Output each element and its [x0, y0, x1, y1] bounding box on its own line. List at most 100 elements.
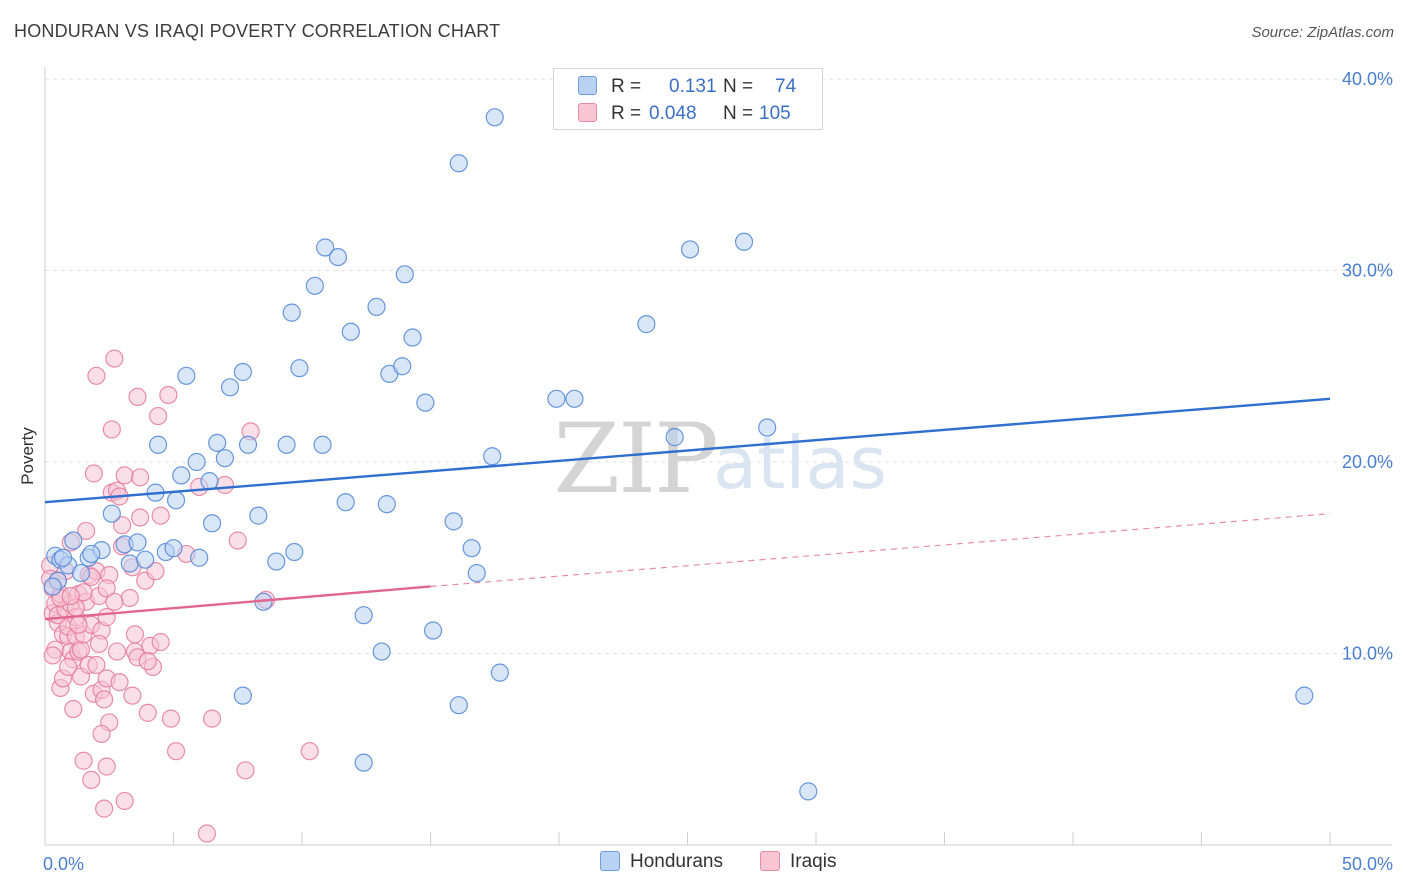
iraqi-point[interactable]: [102, 420, 121, 439]
iraqi-point[interactable]: [159, 385, 178, 405]
honduran-point[interactable]: [483, 447, 502, 466]
honduran-point[interactable]: [290, 359, 309, 378]
honduran-point[interactable]: [462, 539, 481, 558]
honduran-point[interactable]: [120, 554, 139, 573]
honduran-point[interactable]: [485, 108, 504, 127]
iraqi-point[interactable]: [146, 562, 165, 581]
honduran-point[interactable]: [403, 328, 422, 347]
honduran-point[interactable]: [190, 548, 209, 567]
honduran-point[interactable]: [249, 506, 268, 525]
iraqi-point[interactable]: [89, 634, 109, 654]
honduran-point[interactable]: [233, 686, 252, 705]
iraqi-point[interactable]: [151, 632, 170, 652]
honduran-point[interactable]: [282, 303, 301, 322]
iraqi-point[interactable]: [130, 468, 150, 487]
iraqi-point[interactable]: [82, 770, 101, 789]
honduran-point[interactable]: [233, 362, 252, 382]
honduran-point[interactable]: [449, 154, 468, 173]
honduran-point[interactable]: [82, 544, 101, 564]
iraqi-point[interactable]: [74, 751, 93, 770]
honduran-point[interactable]: [367, 297, 386, 316]
iraqi-point[interactable]: [151, 506, 170, 525]
honduran-point[interactable]: [341, 322, 360, 341]
iraqi-point[interactable]: [97, 757, 116, 776]
iraqi-point[interactable]: [123, 686, 142, 705]
honduran-point[interactable]: [102, 504, 121, 523]
honduran-point[interactable]: [328, 247, 348, 267]
iraqi-point[interactable]: [228, 531, 247, 550]
iraqi-point[interactable]: [87, 366, 106, 385]
honduran-point[interactable]: [799, 782, 818, 801]
honduran-point[interactable]: [416, 393, 435, 412]
iraqi-point[interactable]: [112, 516, 132, 535]
iraqi-point[interactable]: [161, 709, 181, 728]
iraqi-point[interactable]: [125, 625, 145, 644]
honduran-point[interactable]: [187, 452, 206, 472]
iraqi-point[interactable]: [148, 406, 168, 426]
iraqi-point[interactable]: [166, 742, 186, 761]
honduran-point[interactable]: [277, 435, 296, 454]
honduran-point[interactable]: [449, 696, 468, 715]
iraqi-point[interactable]: [130, 508, 150, 527]
honduran-point[interactable]: [372, 642, 391, 661]
honduran-point[interactable]: [393, 357, 412, 376]
iraqi-point[interactable]: [105, 592, 124, 611]
honduran-point[interactable]: [53, 548, 73, 567]
honduran-point[interactable]: [148, 435, 168, 454]
honduran-point[interactable]: [316, 238, 335, 257]
iraqi-point[interactable]: [138, 652, 157, 671]
iraqi-point[interactable]: [71, 640, 91, 659]
honduran-point[interactable]: [490, 663, 509, 682]
iraqi-point[interactable]: [202, 709, 222, 728]
honduran-point[interactable]: [423, 621, 443, 640]
iraqi-point[interactable]: [43, 646, 62, 665]
iraqi-point[interactable]: [97, 608, 116, 627]
honduran-point[interactable]: [164, 539, 183, 558]
honduran-point[interactable]: [665, 428, 684, 447]
honduran-point[interactable]: [177, 366, 196, 385]
iraqi-point[interactable]: [97, 579, 116, 598]
honduran-point[interactable]: [267, 552, 286, 571]
honduran-point[interactable]: [208, 433, 227, 452]
honduran-point[interactable]: [547, 389, 566, 408]
honduran-point[interactable]: [565, 389, 584, 408]
honduran-point[interactable]: [395, 265, 414, 284]
iraqi-point[interactable]: [120, 588, 139, 608]
legend-item-hondurans[interactable]: Hondurans: [600, 851, 723, 873]
iraqi-point[interactable]: [107, 642, 127, 661]
honduran-point[interactable]: [285, 542, 304, 562]
iraqi-point[interactable]: [77, 521, 96, 541]
iraqi-point[interactable]: [300, 742, 319, 761]
iraqi-point[interactable]: [64, 699, 83, 719]
iraqi-point[interactable]: [87, 655, 106, 675]
iraqi-point[interactable]: [197, 824, 217, 843]
iraqi-point[interactable]: [128, 387, 147, 406]
honduran-point[interactable]: [734, 232, 754, 251]
honduran-point[interactable]: [354, 606, 373, 625]
iraqi-point[interactable]: [92, 724, 111, 744]
honduran-point[interactable]: [336, 493, 355, 512]
honduran-point[interactable]: [71, 563, 91, 583]
honduran-point[interactable]: [200, 472, 219, 491]
iraqi-point[interactable]: [138, 703, 157, 722]
honduran-point[interactable]: [128, 533, 147, 552]
honduran-point[interactable]: [377, 495, 396, 514]
honduran-point[interactable]: [313, 435, 332, 454]
honduran-point[interactable]: [166, 491, 186, 510]
honduran-point[interactable]: [238, 435, 258, 454]
iraqi-point[interactable]: [84, 464, 103, 483]
iraqi-point[interactable]: [236, 761, 255, 780]
iraqi-point[interactable]: [95, 690, 114, 709]
iraqi-point[interactable]: [115, 791, 134, 811]
iraqi-point[interactable]: [69, 615, 88, 634]
iraqi-point[interactable]: [115, 466, 134, 485]
iraqi-point[interactable]: [105, 349, 124, 368]
iraqi-point[interactable]: [215, 475, 234, 495]
honduran-point[interactable]: [202, 514, 222, 533]
honduran-point[interactable]: [1295, 686, 1314, 705]
honduran-point[interactable]: [444, 512, 463, 531]
honduran-point[interactable]: [680, 240, 700, 259]
honduran-point[interactable]: [467, 563, 486, 583]
honduran-point[interactable]: [220, 378, 240, 397]
iraqi-point[interactable]: [61, 586, 80, 606]
